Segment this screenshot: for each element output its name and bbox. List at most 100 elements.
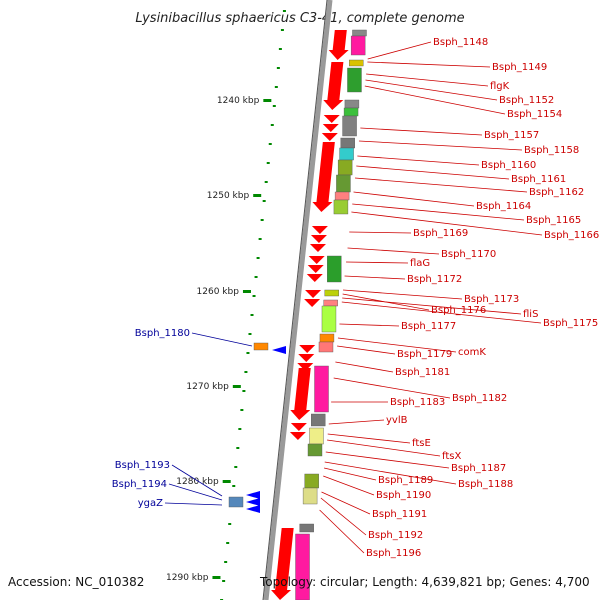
gene-label-right: Bsph_1169 — [413, 228, 468, 239]
gene-label-right: Bsph_1164 — [476, 201, 531, 212]
gene-label-right: Bsph_1176 — [431, 305, 486, 316]
gene-block — [347, 67, 362, 93]
gene-block — [324, 289, 339, 297]
label-leader-line — [328, 419, 385, 425]
right-label-lines — [319, 41, 543, 554]
scale-tick — [242, 290, 251, 293]
gene-label-right: Bsph_1177 — [401, 321, 456, 332]
dot-tick — [252, 295, 256, 297]
gene-block — [318, 341, 334, 353]
gene-block — [319, 333, 335, 343]
gene-label-right: ftsX — [442, 451, 461, 462]
dot-tick — [222, 580, 226, 582]
scale-track: 1240 kbp 1250 kbp 1260 kbp 1270 kbp 1280 kbp… — [166, 96, 272, 583]
gene-label-right: Bsph_1148 — [433, 37, 488, 48]
gene-block — [323, 299, 338, 307]
label-leader-line — [323, 475, 375, 496]
label-leader-line — [333, 377, 451, 399]
gene-label-left: ygaZ — [138, 498, 163, 509]
reverse-arrow — [272, 346, 286, 354]
label-leader-line — [349, 231, 412, 234]
gene-block — [339, 147, 354, 161]
label-leader-line — [319, 509, 365, 554]
label-leader-line — [360, 127, 483, 136]
accession-text: Accession: NC_010382 — [8, 575, 144, 589]
gene-block — [314, 365, 329, 413]
topology-text: Topology: circular; Length: 4,639,821 bp… — [259, 575, 590, 589]
scale-label: 1240 kbp — [217, 96, 260, 106]
scale-label: 1290 kbp — [166, 573, 209, 583]
dot-tick — [246, 352, 250, 354]
gene-block-track — [295, 29, 367, 600]
right-gene-labels: Bsph_1148 Bsph_1149 flgK Bsph_1152 Bsph_1154… — [366, 37, 599, 559]
label-leader-line — [337, 337, 457, 353]
gene-label-right: Bsph_1187 — [451, 463, 506, 474]
dot-tick — [226, 542, 230, 544]
label-leader-line — [324, 461, 457, 485]
gene-block — [343, 107, 359, 117]
label-leader-line — [358, 140, 523, 151]
label-leader-line — [344, 275, 406, 280]
gene-label-right: Bsph_1161 — [511, 174, 566, 185]
gene-block — [307, 443, 323, 457]
forward-arrow — [310, 235, 327, 243]
gene-block — [352, 29, 367, 37]
dot-tick — [232, 485, 236, 487]
genome-backbone-shadow — [262, 0, 328, 600]
forward-arrow — [305, 290, 322, 298]
label-leader-line — [327, 439, 441, 457]
dot-tick — [276, 67, 280, 69]
gene-label-right: comK — [458, 347, 486, 358]
label-leader-line — [321, 491, 371, 515]
gene-block — [334, 191, 350, 201]
dot-tick — [274, 86, 278, 88]
dot-tick — [282, 10, 286, 12]
label-leader-line — [357, 155, 480, 166]
label-leader-line — [164, 502, 223, 506]
label-leader-line — [352, 203, 525, 221]
forward-arrow — [304, 299, 321, 307]
scale-label: 1280 kbp — [176, 477, 219, 487]
forward-arrow — [290, 423, 307, 431]
dot-tick — [270, 124, 274, 126]
gene-label-right: Bsph_1166 — [544, 230, 599, 241]
label-leader-line — [343, 289, 463, 300]
label-leader-line — [320, 497, 367, 536]
gene-label-right: flaG — [410, 258, 430, 269]
label-leader-line — [168, 483, 223, 501]
left-gene-features — [228, 342, 286, 513]
gene-label-right: Bsph_1183 — [390, 397, 445, 408]
gene-label-right: Bsph_1182 — [452, 393, 507, 404]
gene-block — [228, 496, 244, 508]
gene-label-right: Bsph_1157 — [484, 130, 539, 141]
gene-label-right: Bsph_1191 — [372, 509, 427, 520]
gene-label-left: Bsph_1180 — [135, 328, 190, 339]
dot-tick — [280, 29, 284, 31]
gene-block — [337, 159, 353, 176]
label-leader-line — [365, 79, 498, 101]
scale-label: 1250 kbp — [207, 191, 250, 201]
gene-block — [309, 427, 324, 445]
dot-tick — [258, 238, 262, 240]
gene-label-right: ftsE — [412, 438, 431, 449]
gene-block — [327, 255, 342, 283]
label-leader-line — [323, 467, 377, 481]
scale-label: 1260 kbp — [197, 287, 240, 297]
reverse-arrow — [246, 491, 260, 499]
forward-arrow — [290, 368, 311, 420]
forward-arrow — [322, 124, 339, 132]
scale-label: 1270 kbp — [186, 382, 229, 392]
left-gene-labels: Bsph_1180 Bsph_1193 Bsph_1194 ygaZ — [112, 328, 253, 509]
forward-arrow — [308, 256, 325, 264]
label-leader-line — [346, 261, 409, 264]
dot-tick — [238, 428, 242, 430]
gene-block — [333, 199, 349, 215]
label-leader-line — [367, 41, 432, 60]
dot-tick — [248, 333, 252, 335]
dot-tick — [272, 105, 276, 107]
gene-label-right: Bsph_1175 — [543, 318, 598, 329]
gene-block — [344, 99, 360, 109]
label-leader-line — [364, 85, 506, 115]
dot-tick — [254, 276, 258, 278]
gene-block — [311, 413, 326, 427]
